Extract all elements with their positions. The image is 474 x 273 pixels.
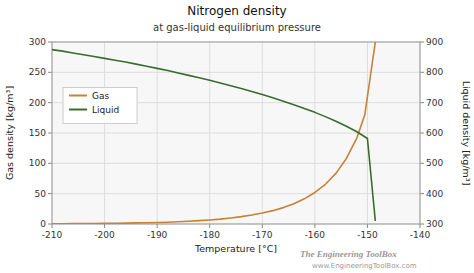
y2-tick-label: 300 (426, 219, 443, 229)
y-grid-line (52, 193, 420, 194)
legend-box (63, 88, 137, 124)
x-tick-label: -190 (147, 230, 168, 240)
watermark-url: www.EngineeringToolBox.com (312, 262, 417, 270)
chart: -210 -200 -190 -180 -170 -160 -150 -140 0 50 100 15… (0, 0, 474, 273)
y-tick-label: 300 (29, 37, 46, 47)
y-axis-label: Gas density [kg/m³] (4, 86, 15, 180)
watermark: The Engineering ToolBox (300, 249, 397, 259)
y-tick (48, 72, 52, 73)
y2-tick-label: 400 (426, 189, 443, 199)
legend-entry: Gas (92, 91, 109, 101)
y2-tick (420, 224, 424, 225)
x-tick (157, 224, 158, 228)
x-tick (104, 224, 105, 228)
y-tick-label: 100 (29, 158, 46, 168)
legend-entry: Liquid (92, 105, 119, 115)
y2-tick-label: 900 (426, 37, 443, 47)
x-tick-label: -180 (199, 230, 220, 240)
y-grid-line (52, 163, 420, 164)
y2-tick (420, 72, 424, 73)
subtitle: at gas-liquid equilibrium pressure (153, 22, 321, 33)
y2-axis-label: Liquid density [kg/m³] (461, 81, 472, 186)
y-tick (48, 133, 52, 134)
y2-tick (420, 102, 424, 103)
x-tick-label: -210 (42, 230, 63, 240)
plot-area (52, 42, 420, 224)
y-tick-label: 50 (35, 189, 47, 199)
y2-tick-label: 700 (426, 98, 443, 108)
legend: Gas Liquid (63, 88, 137, 124)
legend-swatch (69, 109, 87, 111)
y-tick (48, 163, 52, 164)
x-tick (209, 224, 210, 228)
y-tick (48, 224, 52, 225)
x-tick-label: -140 (410, 230, 431, 240)
y2-tick (420, 193, 424, 194)
x-tick-label: -170 (252, 230, 273, 240)
y-tick-label: 250 (29, 67, 46, 77)
y2-tick-label: 800 (426, 67, 443, 77)
y-tick-label: 0 (40, 219, 46, 229)
x-axis-label: Temperature [°C] (194, 243, 277, 254)
y2-tick (420, 42, 424, 43)
y-grid-line (52, 133, 420, 134)
y-tick-label: 150 (29, 128, 46, 138)
y2-tick (420, 133, 424, 134)
y-tick (48, 42, 52, 43)
x-tick (367, 224, 368, 228)
plot-frame (52, 42, 420, 224)
x-tick-label: -150 (357, 230, 378, 240)
line-liquid (52, 50, 375, 221)
grid (52, 42, 420, 224)
title: Nitrogen density (187, 4, 286, 18)
y2-tick-label: 500 (426, 158, 443, 168)
x-tick-label: -160 (305, 230, 326, 240)
y2-tick-label: 600 (426, 128, 443, 138)
y-tick-label: 200 (29, 98, 46, 108)
x-tick (52, 224, 53, 228)
y-tick (48, 193, 52, 194)
x-tick (262, 224, 263, 228)
series-group (52, 42, 375, 224)
x-tick (420, 224, 421, 228)
y2-tick (420, 163, 424, 164)
x-tick (314, 224, 315, 228)
x-tick-label: -200 (94, 230, 115, 240)
line-gas (52, 42, 375, 224)
y-tick (48, 102, 52, 103)
legend-swatch (69, 95, 87, 97)
y-grid-line (52, 72, 420, 73)
